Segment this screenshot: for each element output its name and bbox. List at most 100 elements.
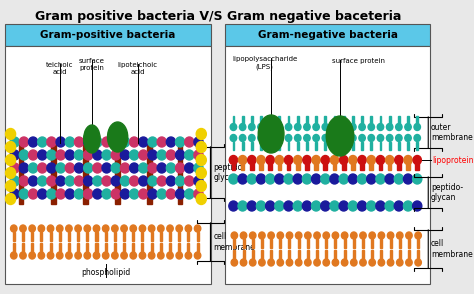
- Bar: [297, 116, 299, 123]
- Circle shape: [56, 189, 65, 199]
- Circle shape: [139, 225, 146, 232]
- Circle shape: [321, 174, 330, 184]
- Circle shape: [369, 259, 375, 266]
- Bar: [315, 116, 317, 123]
- Text: teichoic
acid: teichoic acid: [46, 62, 73, 75]
- Bar: [178, 141, 182, 204]
- Circle shape: [249, 259, 256, 266]
- Bar: [369, 160, 373, 170]
- Bar: [407, 141, 409, 150]
- Ellipse shape: [258, 115, 284, 153]
- Bar: [178, 232, 180, 241]
- Circle shape: [359, 134, 365, 141]
- Bar: [417, 250, 419, 259]
- Circle shape: [265, 174, 275, 184]
- Circle shape: [284, 156, 293, 165]
- Circle shape: [102, 163, 111, 173]
- Bar: [389, 141, 391, 150]
- Circle shape: [102, 150, 111, 160]
- Bar: [305, 160, 309, 170]
- Circle shape: [157, 137, 166, 147]
- Circle shape: [295, 232, 302, 239]
- Circle shape: [93, 189, 102, 199]
- Bar: [307, 239, 309, 248]
- Circle shape: [376, 174, 385, 184]
- Circle shape: [406, 259, 412, 266]
- Circle shape: [47, 176, 56, 186]
- Circle shape: [28, 137, 37, 147]
- Text: cell
membrane: cell membrane: [431, 239, 473, 259]
- Bar: [397, 160, 401, 170]
- Bar: [287, 160, 291, 170]
- Circle shape: [339, 174, 348, 184]
- Circle shape: [93, 225, 100, 232]
- Bar: [252, 250, 254, 259]
- Circle shape: [266, 156, 274, 165]
- Circle shape: [139, 137, 148, 147]
- Circle shape: [268, 259, 274, 266]
- Circle shape: [102, 225, 109, 232]
- Circle shape: [120, 150, 129, 160]
- Circle shape: [265, 201, 275, 211]
- Circle shape: [185, 225, 191, 232]
- Circle shape: [351, 232, 357, 239]
- Circle shape: [247, 174, 256, 184]
- Bar: [352, 141, 354, 150]
- Circle shape: [239, 134, 246, 141]
- Bar: [160, 232, 162, 241]
- Circle shape: [302, 201, 311, 211]
- Circle shape: [120, 163, 129, 173]
- Circle shape: [185, 163, 194, 173]
- Bar: [243, 250, 245, 259]
- Circle shape: [403, 174, 413, 184]
- Bar: [105, 243, 107, 252]
- Circle shape: [267, 134, 273, 141]
- Bar: [270, 239, 272, 248]
- Circle shape: [19, 176, 28, 186]
- Circle shape: [75, 225, 82, 232]
- Circle shape: [28, 163, 37, 173]
- Circle shape: [275, 174, 284, 184]
- Circle shape: [322, 134, 328, 141]
- Circle shape: [148, 225, 155, 232]
- Bar: [278, 160, 281, 170]
- Circle shape: [357, 174, 367, 184]
- Bar: [252, 239, 254, 248]
- Circle shape: [37, 137, 47, 147]
- Bar: [151, 232, 153, 241]
- Bar: [325, 239, 327, 248]
- Bar: [243, 239, 245, 248]
- Circle shape: [397, 232, 403, 239]
- Circle shape: [303, 156, 311, 165]
- Circle shape: [360, 232, 366, 239]
- Bar: [344, 239, 346, 248]
- Circle shape: [56, 163, 65, 173]
- Circle shape: [66, 225, 72, 232]
- Circle shape: [37, 163, 47, 173]
- Bar: [169, 232, 171, 241]
- Circle shape: [248, 156, 256, 165]
- Circle shape: [74, 163, 83, 173]
- Circle shape: [275, 201, 284, 211]
- Circle shape: [65, 189, 74, 199]
- Circle shape: [19, 137, 28, 147]
- Circle shape: [321, 201, 330, 211]
- Circle shape: [249, 232, 256, 239]
- Circle shape: [286, 259, 293, 266]
- Circle shape: [129, 176, 139, 186]
- Bar: [270, 250, 272, 259]
- Circle shape: [293, 156, 302, 165]
- Circle shape: [6, 128, 16, 139]
- Circle shape: [368, 123, 374, 131]
- Bar: [362, 250, 364, 259]
- Circle shape: [175, 150, 185, 160]
- Bar: [360, 160, 364, 170]
- Bar: [416, 116, 418, 123]
- Bar: [370, 141, 372, 150]
- Bar: [306, 141, 308, 150]
- Bar: [408, 250, 410, 259]
- Circle shape: [339, 156, 348, 165]
- Circle shape: [10, 163, 19, 173]
- Circle shape: [194, 163, 203, 173]
- Circle shape: [74, 189, 83, 199]
